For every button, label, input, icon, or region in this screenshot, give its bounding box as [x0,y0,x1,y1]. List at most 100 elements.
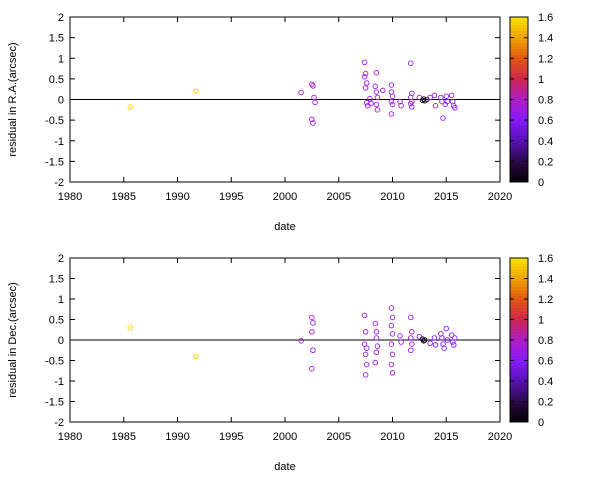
y-tick-label: -1.5 [45,156,64,168]
data-point [398,102,404,109]
data-point [389,331,396,337]
colorbar-tick-label: 0.4 [538,136,553,148]
y-tick-label: 1 [58,294,64,306]
data-point [310,120,316,126]
data-point [309,329,315,335]
data-point [388,111,395,117]
y-tick-label: -0.5 [45,356,64,368]
x-tick-label: 1995 [219,191,243,203]
data-point [389,370,396,376]
data-point [440,115,446,121]
data-point [389,101,396,108]
x-tick-label: 2000 [273,431,297,443]
data-point [431,335,438,341]
colorbar-tick-label: 1.4 [538,33,553,45]
data-point [398,339,404,345]
data-point [451,342,457,348]
data-point [363,361,370,368]
data-point [193,353,199,360]
data-point [408,314,414,321]
data-point [362,329,369,335]
data-point [420,338,427,344]
x-tick-label: 1995 [219,431,243,443]
x-tick-label: 2010 [380,191,404,203]
data-point [388,361,395,368]
colorbar-tick-label: 0.2 [538,156,553,168]
data-point [427,340,433,347]
data-point [372,359,379,366]
y-axis-label: residual in R.A.(arcsec) [7,42,19,156]
colorbar-tick-label: 0.6 [538,356,553,368]
data-point [397,333,403,339]
y-tick-label: -2 [54,177,64,189]
x-tick-label: 2015 [434,431,458,443]
x-tick-label: 1990 [165,191,189,203]
data-point [372,83,379,90]
data-point [193,88,199,94]
data-point [443,93,450,99]
data-point [361,341,368,347]
data-point [427,94,433,101]
y-tick-label: 0 [58,335,64,347]
data-point [127,324,133,331]
data-point [372,320,379,327]
data-point [362,85,369,91]
data-point [439,335,445,341]
data-point [452,104,458,111]
data-point [380,87,386,94]
data-point [409,341,415,347]
y-tick-label: -2 [54,417,64,429]
colorbar-tick-label: 1.2 [538,53,553,65]
data-point [374,107,381,113]
data-point [444,98,451,105]
data-point [432,342,439,348]
y-tick-label: 0.5 [49,315,64,327]
x-axis-label: date [274,461,295,473]
colorbar-tick-label: 0.2 [538,397,553,409]
y-tick-label: -0.5 [45,115,64,127]
data-point [388,305,395,311]
data-point [127,104,133,110]
data-point [310,320,316,326]
data-point [373,335,380,341]
data-point [368,100,374,107]
data-point [448,92,455,99]
x-tick-label: 1980 [58,191,82,203]
data-point [444,337,451,343]
data-point [373,329,380,335]
data-point [373,69,380,76]
colorbar-tick-label: 0 [538,417,544,429]
y-tick-label: 1 [58,53,64,65]
data-point [422,337,428,343]
data-point [363,345,370,351]
colorbar-tick-label: 1.2 [538,294,553,306]
y-tick-label: 1.5 [49,274,64,286]
dec-residual-panel: -2 -1.5 -1 -0.5 0 0.5 1 1.5 2 1980 1985 1990 1995 200… [7,253,553,473]
y-tick-label: -1 [54,136,64,148]
data-point [367,95,373,102]
data-point [309,116,315,123]
colorbar-tick-label: 0.4 [538,376,553,388]
y-axis-label: residual in Dec.(arcsec) [7,282,19,398]
scatter-points [127,305,458,378]
data-point [309,314,315,321]
x-tick-label: 2020 [488,191,512,203]
data-point [408,60,414,66]
data-point [452,335,458,341]
data-point [448,332,455,338]
y-tick-label: -1 [54,376,64,388]
data-point [389,351,396,358]
x-tick-label: 1980 [58,431,82,443]
data-point [388,98,395,105]
data-point [361,312,368,319]
data-point [431,92,438,99]
data-point [388,82,395,88]
data-point [432,102,439,109]
data-point [408,100,414,107]
y-tick-label: 2 [58,253,64,265]
data-point [389,93,396,99]
data-point [408,335,414,341]
colorbar-tick-label: 1.6 [538,253,553,265]
data-point [373,89,380,95]
data-point [389,314,396,321]
